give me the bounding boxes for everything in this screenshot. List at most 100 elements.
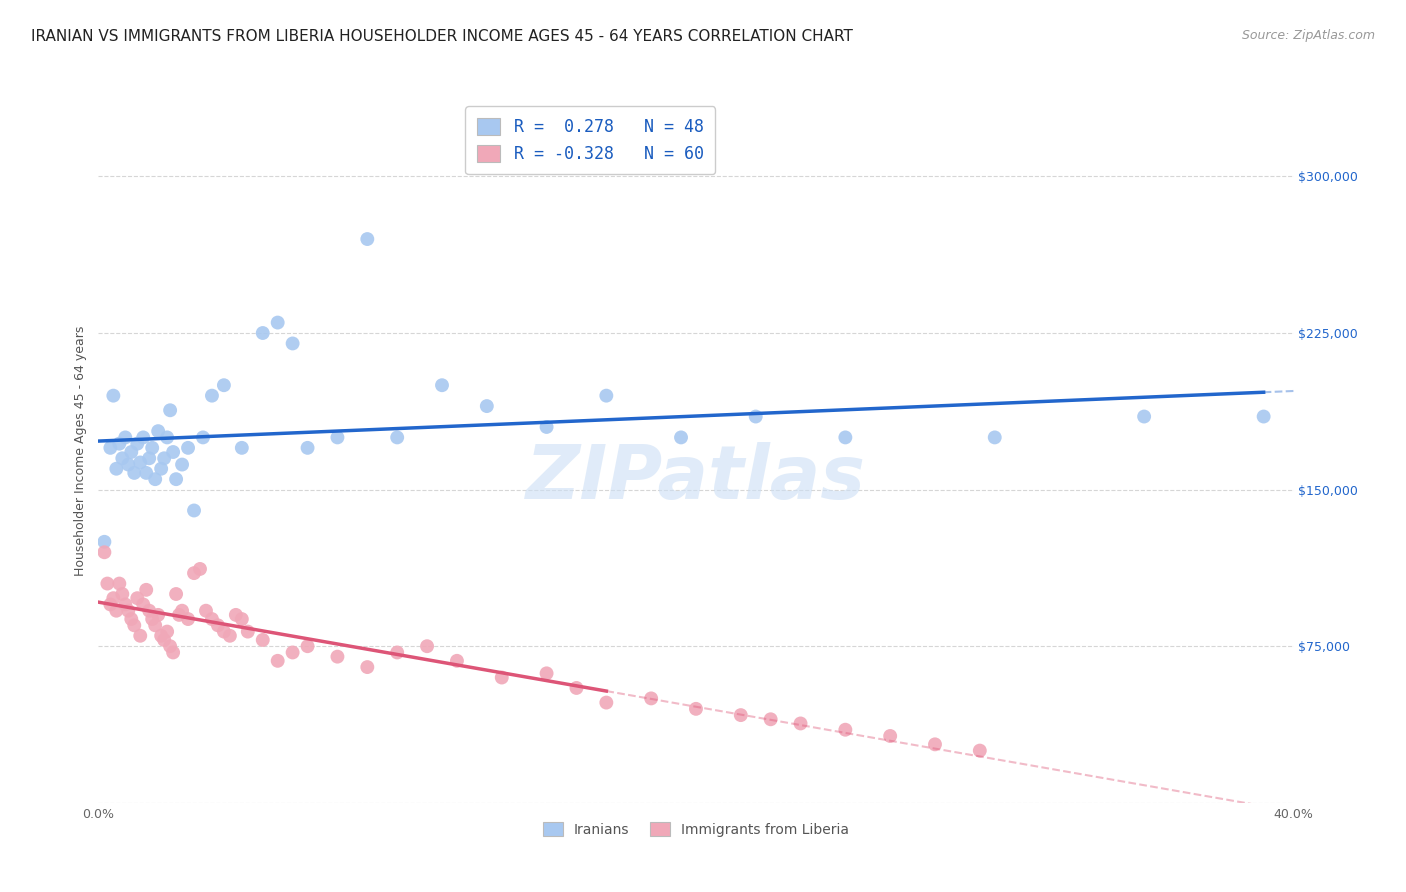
Point xyxy=(165,472,187,486)
Point xyxy=(356,232,378,246)
Point xyxy=(356,660,378,674)
Point xyxy=(143,618,166,632)
Point xyxy=(201,612,224,626)
Text: Source: ZipAtlas.com: Source: ZipAtlas.com xyxy=(1241,29,1375,42)
Point xyxy=(491,671,513,685)
Point xyxy=(231,441,253,455)
Point xyxy=(156,430,179,444)
Point xyxy=(195,604,218,618)
Point xyxy=(124,618,146,632)
Point xyxy=(117,458,139,472)
Point xyxy=(252,632,274,647)
Point xyxy=(565,681,588,695)
Point xyxy=(430,378,453,392)
Point xyxy=(150,461,173,475)
Point xyxy=(267,316,290,330)
Point xyxy=(231,612,253,626)
Point xyxy=(669,430,692,444)
Point xyxy=(183,503,205,517)
Point xyxy=(148,607,170,622)
Point xyxy=(536,666,558,681)
Point xyxy=(111,451,134,466)
Point xyxy=(385,645,409,659)
Point xyxy=(138,604,160,618)
Point xyxy=(98,598,122,612)
Point xyxy=(730,708,752,723)
Point xyxy=(745,409,768,424)
Point xyxy=(879,729,901,743)
Point xyxy=(124,466,146,480)
Point xyxy=(1253,409,1275,424)
Point xyxy=(969,743,991,757)
Point xyxy=(267,654,290,668)
Point xyxy=(191,430,214,444)
Point xyxy=(924,737,946,751)
Point xyxy=(326,649,349,664)
Point xyxy=(141,441,163,455)
Point xyxy=(108,436,131,450)
Point xyxy=(150,629,173,643)
Point xyxy=(103,389,125,403)
Point xyxy=(207,618,229,632)
Point xyxy=(640,691,662,706)
Point xyxy=(416,639,439,653)
Point xyxy=(111,587,134,601)
Point xyxy=(135,582,157,597)
Point xyxy=(188,562,211,576)
Point xyxy=(177,441,200,455)
Point xyxy=(219,629,242,643)
Point xyxy=(172,458,194,472)
Point xyxy=(236,624,259,639)
Point xyxy=(685,702,707,716)
Point xyxy=(114,598,136,612)
Point xyxy=(156,624,179,639)
Point xyxy=(475,399,498,413)
Point xyxy=(93,534,115,549)
Point xyxy=(177,612,200,626)
Point xyxy=(127,591,149,606)
Point xyxy=(159,639,181,653)
Point xyxy=(759,712,782,726)
Point xyxy=(595,389,617,403)
Point xyxy=(167,607,190,622)
Point xyxy=(385,430,409,444)
Point xyxy=(148,424,170,438)
Point xyxy=(96,576,118,591)
Point xyxy=(595,696,617,710)
Point xyxy=(120,612,142,626)
Point xyxy=(984,430,1007,444)
Point xyxy=(834,723,856,737)
Point xyxy=(162,645,184,659)
Point xyxy=(212,624,235,639)
Point xyxy=(114,430,136,444)
Point xyxy=(297,639,319,653)
Point xyxy=(159,403,181,417)
Point xyxy=(297,441,319,455)
Point xyxy=(281,645,304,659)
Point xyxy=(789,716,811,731)
Point xyxy=(108,576,131,591)
Point xyxy=(252,326,274,340)
Point xyxy=(281,336,304,351)
Point xyxy=(129,455,152,469)
Point xyxy=(129,629,152,643)
Point xyxy=(98,441,122,455)
Legend: Iranians, Immigrants from Liberia: Iranians, Immigrants from Liberia xyxy=(534,814,858,846)
Point xyxy=(326,430,349,444)
Point xyxy=(127,436,149,450)
Point xyxy=(536,420,558,434)
Point xyxy=(1133,409,1156,424)
Point xyxy=(103,591,125,606)
Point xyxy=(225,607,247,622)
Point xyxy=(172,604,194,618)
Point xyxy=(93,545,115,559)
Point xyxy=(117,604,139,618)
Point xyxy=(183,566,205,581)
Point xyxy=(165,587,187,601)
Point xyxy=(132,430,155,444)
Text: IRANIAN VS IMMIGRANTS FROM LIBERIA HOUSEHOLDER INCOME AGES 45 - 64 YEARS CORRELA: IRANIAN VS IMMIGRANTS FROM LIBERIA HOUSE… xyxy=(31,29,853,44)
Point xyxy=(834,430,856,444)
Point xyxy=(153,451,176,466)
Text: ZIPatlas: ZIPatlas xyxy=(526,442,866,516)
Point xyxy=(105,461,128,475)
